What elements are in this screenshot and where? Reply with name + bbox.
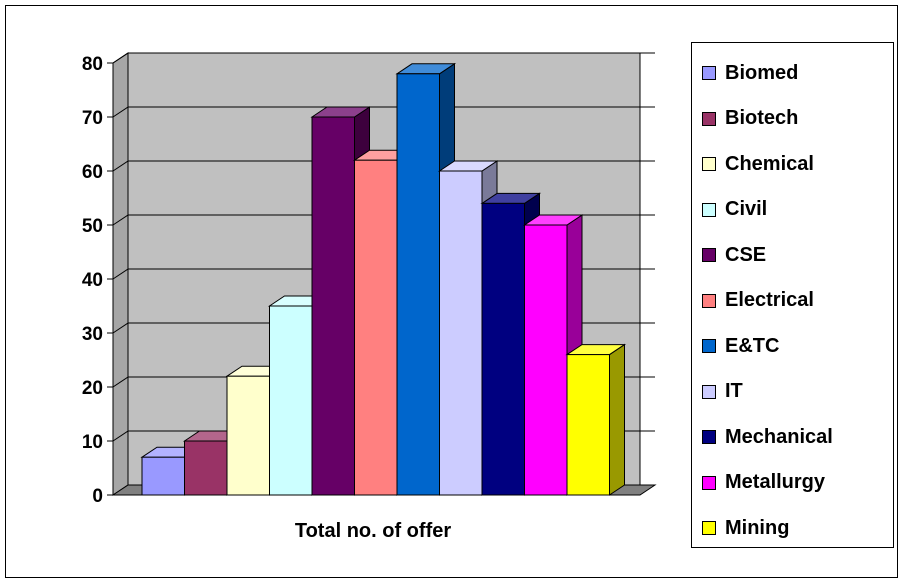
y-tick-label: 80 — [82, 54, 103, 75]
legend-swatch — [702, 339, 716, 353]
legend-item: Biotech — [702, 106, 798, 132]
y-tick-label: 10 — [82, 432, 103, 453]
legend-label: CSE — [725, 243, 767, 266]
legend-item: Metallurgy — [702, 470, 825, 496]
y-tick-label: 30 — [82, 324, 103, 345]
gridline-side — [112, 106, 129, 118]
legend-swatch — [702, 475, 716, 490]
legend-swatch — [702, 202, 716, 217]
legend-label: Mining — [725, 516, 790, 539]
bar-3 — [269, 305, 313, 496]
bar-0 — [141, 456, 185, 496]
gridline-side — [112, 214, 129, 226]
legend-item: E&TC — [702, 333, 779, 359]
legend-swatch — [702, 430, 716, 444]
x-axis-label: Total no. of offer — [295, 520, 451, 542]
y-tick-label: 20 — [82, 378, 103, 399]
legend-label: Biomed — [725, 61, 799, 84]
legend-label: Electrical — [725, 289, 814, 311]
legend-label: Mechanical — [725, 425, 833, 448]
bar-8 — [481, 202, 525, 496]
bar-6 — [396, 73, 440, 496]
bar-9 — [524, 224, 568, 496]
legend-swatch — [702, 111, 716, 126]
legend-item: Mining — [702, 515, 789, 541]
bar-5 — [354, 159, 398, 496]
legend-swatch — [702, 66, 716, 80]
legend-item: CSE — [702, 242, 766, 268]
bar-1 — [184, 440, 228, 496]
bar-7 — [439, 170, 483, 496]
bar-side-10 — [609, 343, 625, 496]
legend-item: Electrical — [702, 288, 814, 314]
legend-label: Biotech — [725, 107, 799, 129]
bar-4 — [311, 116, 355, 496]
legend-swatch — [702, 248, 716, 262]
gridline-side — [112, 52, 129, 64]
gridline-side — [112, 430, 129, 442]
gridline-side — [112, 160, 129, 172]
y-tick-label: 70 — [82, 108, 103, 129]
legend-swatch — [702, 293, 716, 308]
legend-swatch — [702, 157, 716, 171]
y-tick-label: 60 — [82, 162, 103, 183]
legend-label: E&TC — [725, 334, 780, 357]
legend-label: IT — [725, 380, 743, 402]
gridline-side — [112, 376, 129, 388]
y-tick-label: 50 — [82, 216, 103, 237]
gridline-side — [112, 268, 129, 280]
legend-swatch — [702, 384, 716, 399]
gridline-side — [112, 322, 129, 334]
legend-item: Chemical — [702, 151, 814, 177]
legend-label: Civil — [725, 198, 768, 220]
legend-item: IT — [702, 379, 743, 405]
legend: Biomed Biotech Chemical Civil CSE Electrical E… — [691, 42, 894, 548]
legend-swatch — [702, 521, 716, 535]
legend-item: Mechanical — [702, 424, 833, 450]
y-tick-label: 0 — [92, 486, 103, 507]
bar-10 — [566, 354, 610, 496]
legend-label: Chemical — [725, 152, 814, 175]
legend-label: Metallurgy — [725, 471, 826, 493]
legend-item: Biomed — [702, 60, 798, 86]
y-tick-label: 40 — [82, 270, 103, 291]
legend-item: Civil — [702, 197, 767, 223]
bar-2 — [226, 375, 270, 496]
